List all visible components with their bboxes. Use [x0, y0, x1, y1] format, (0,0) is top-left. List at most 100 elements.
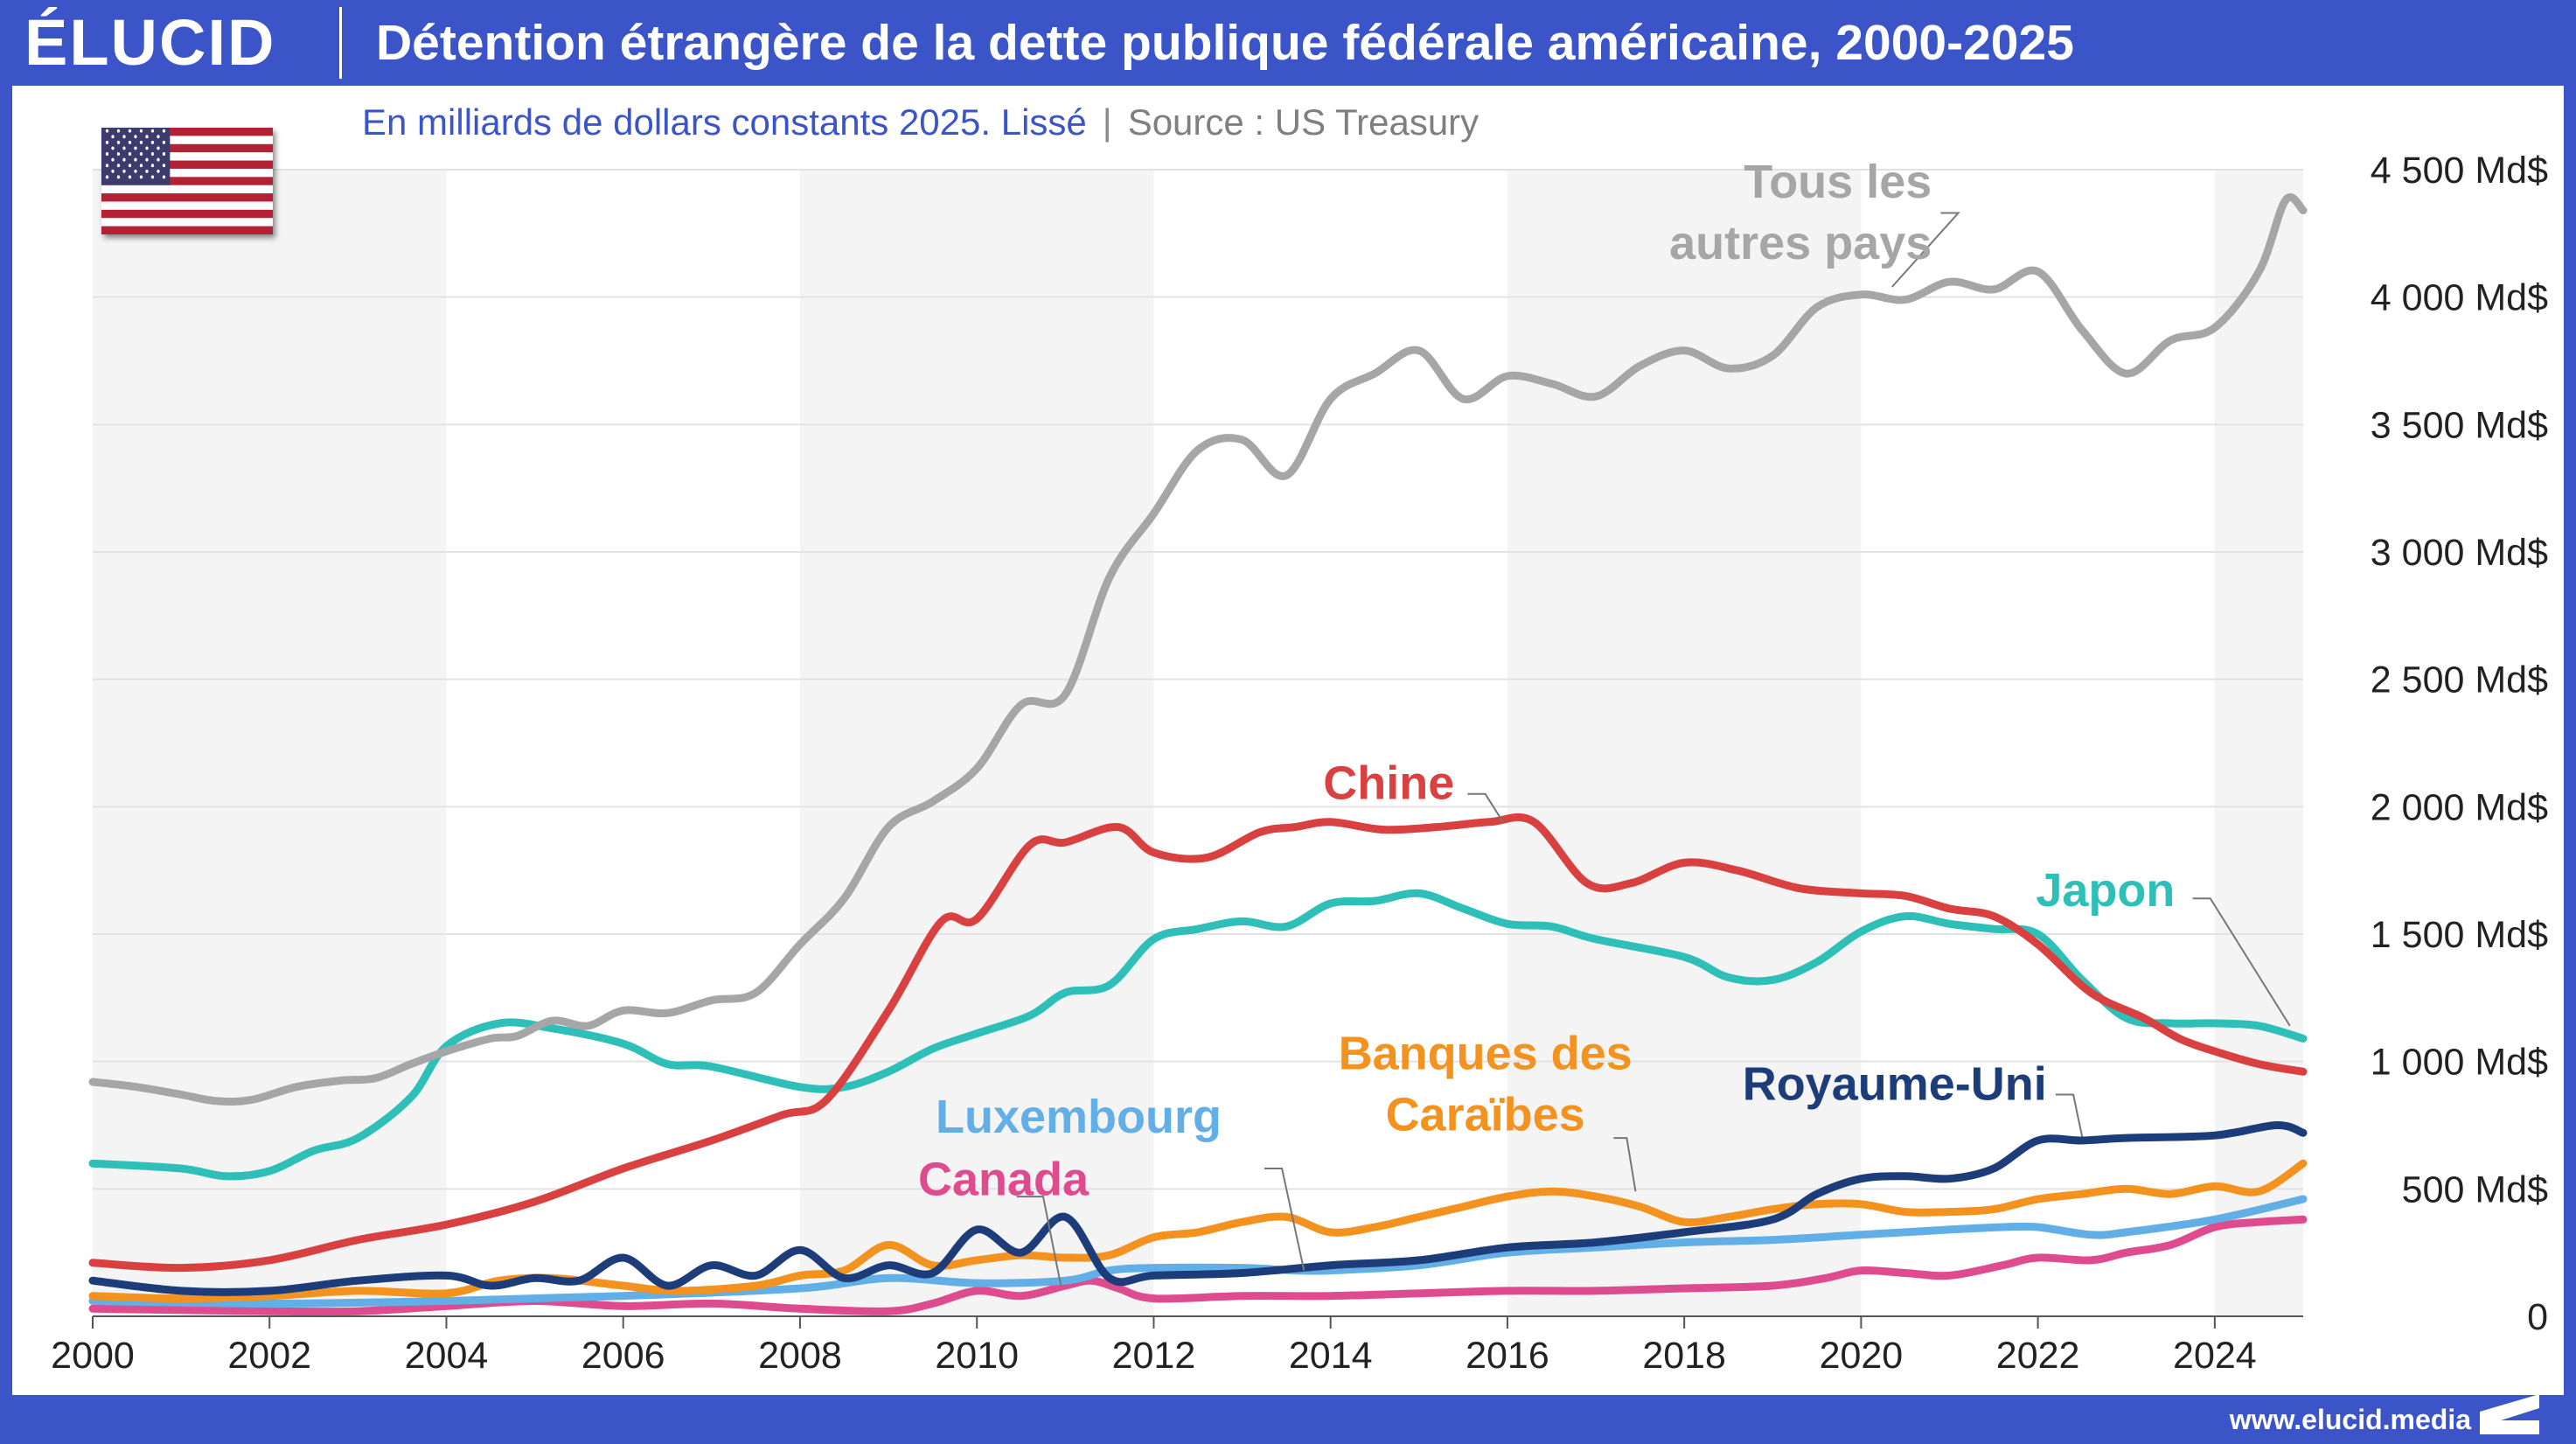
series-line-japon: [88, 889, 2308, 1181]
x-tick-label: 2012: [1112, 1335, 1196, 1377]
series-label: Banques des: [1339, 1027, 1633, 1079]
y-tick-label: 1 500 Md$: [2371, 914, 2548, 956]
x-axis-labels: 2000 2002 2004 2006 2008 2010 2012 2014 2016 2018…: [51, 1316, 2257, 1377]
series-line-tous-les-autres-pays: [88, 193, 2308, 1106]
y-tick-label: 2 500 Md$: [2371, 659, 2548, 701]
flag-star: [105, 140, 109, 144]
elucid-logo[interactable]: ÉLUCID: [24, 6, 276, 79]
flag-stars: [105, 129, 166, 179]
flag-star: [128, 140, 132, 144]
y-tick-label: 0: [2527, 1296, 2548, 1338]
flag-star: [145, 157, 149, 162]
x-tick-label: 2004: [405, 1335, 489, 1377]
flag-star: [116, 129, 121, 133]
flag-star: [157, 157, 160, 162]
flag-star: [134, 135, 137, 139]
header: ÉLUCID Détention étrangère de la dette p…: [0, 0, 2576, 86]
flag-star: [150, 164, 155, 168]
flag-star: [111, 146, 115, 150]
flag-star: [128, 152, 132, 156]
mark-shape: [2480, 1394, 2539, 1434]
shaded-band: [1507, 170, 1862, 1316]
series-label: Japon: [2036, 864, 2175, 917]
shaded-band: [799, 170, 1154, 1316]
x-tick-label: 2000: [51, 1335, 135, 1377]
flag-star: [145, 146, 149, 150]
x-tick-label: 2006: [581, 1335, 665, 1377]
label-leader-line: [1891, 212, 1960, 288]
flag-star: [116, 152, 121, 156]
flag-star: [139, 164, 143, 168]
flag-star: [116, 175, 121, 179]
y-tick-label: 2 000 Md$: [2371, 786, 2548, 828]
label-leader-line: [1467, 792, 1504, 823]
us-flag-icon: [101, 128, 273, 234]
flag-star: [105, 164, 109, 168]
flag-stripe: [101, 177, 273, 185]
flag-stripe: [101, 193, 273, 202]
shaded-band: [93, 170, 447, 1316]
shaded-band: [2214, 170, 2303, 1316]
y-tick-label: 4 500 Md$: [2371, 150, 2548, 192]
flag-star: [162, 129, 166, 133]
y-tick-label: 1 000 Md$: [2371, 1042, 2548, 1084]
x-tick-label: 2014: [1289, 1335, 1373, 1377]
flag-star: [162, 175, 166, 179]
series-line-luxembourg: [88, 1195, 2308, 1308]
flag-star: [105, 175, 109, 179]
chart-subtitle: En milliards de dollars constants 2025. …: [362, 101, 1087, 143]
flag-star: [122, 135, 126, 139]
series-lines: [88, 193, 2308, 1316]
shaded-bands: [93, 170, 2303, 1316]
line-chart: 0 500 Md$ 1 000 Md$ 1 500 Md$ 2 000 Md$ 2 500…: [51, 150, 2548, 1377]
subtitle-row: En milliards de dollars constants 2025. …: [362, 98, 1479, 147]
series-label: Caraïbes: [1386, 1088, 1585, 1141]
source-note: Source : US Treasury: [1127, 101, 1479, 143]
flag-stripe: [101, 128, 273, 136]
flag-star: [150, 152, 155, 156]
flag-star: [139, 175, 143, 179]
x-tick-label: 2018: [1642, 1335, 1726, 1377]
series-label: Tous les: [1744, 156, 1932, 208]
y-tick-label: 3 000 Md$: [2371, 532, 2548, 574]
flag-star: [145, 169, 149, 173]
header-divider: [339, 7, 342, 79]
y-tick-label: 500 Md$: [2402, 1168, 2548, 1210]
flag-star: [105, 152, 109, 156]
flag-star: [134, 157, 137, 162]
label-leader-line: [1016, 1196, 1062, 1287]
flag-stripe: [101, 143, 273, 153]
y-tick-label: 3 500 Md$: [2371, 404, 2548, 446]
x-tick-label: 2022: [1996, 1335, 2080, 1377]
flag-star: [111, 169, 115, 173]
series-label: Canada: [918, 1154, 1090, 1206]
flag-stripe: [101, 209, 273, 219]
series-label: Royaume-Uni: [1743, 1057, 2047, 1110]
y-axis-labels: 0 500 Md$ 1 000 Md$ 1 500 Md$ 2 000 Md$ 2 500…: [2371, 150, 2548, 1338]
flag-star: [128, 175, 132, 179]
x-tick-label: 2010: [935, 1335, 1019, 1377]
flag-stripe: [101, 160, 273, 169]
flag-star: [150, 140, 155, 144]
series-line-canada: [88, 1215, 2308, 1316]
flag-star: [139, 129, 143, 133]
x-tick-label: 2020: [1820, 1335, 1904, 1377]
website-link[interactable]: www.elucid.media: [2229, 1404, 2471, 1435]
x-tick-label: 2008: [758, 1335, 842, 1377]
flag-star: [139, 152, 143, 156]
series-label: Chine: [1323, 757, 1454, 810]
y-tick-label: 4 000 Md$: [2371, 277, 2548, 319]
series-labels: Tous les autres pays Chine Japon Royaume-Uni…: [918, 156, 2291, 1287]
flag-star: [122, 146, 126, 150]
gridlines: [93, 169, 2303, 1317]
flag-star: [128, 129, 132, 133]
x-tick-label: 2002: [227, 1335, 311, 1377]
flag-star: [134, 146, 137, 150]
chart-panel: 0 500 Md$ 1 000 Md$ 1 500 Md$ 2 000 Md$ 2 500…: [12, 86, 2564, 1395]
flag-star: [122, 169, 126, 173]
elucid-mark-icon: [2480, 1394, 2539, 1434]
flag-star: [162, 152, 166, 156]
label-leader-line: [2192, 897, 2291, 1027]
flag-star: [128, 164, 132, 168]
